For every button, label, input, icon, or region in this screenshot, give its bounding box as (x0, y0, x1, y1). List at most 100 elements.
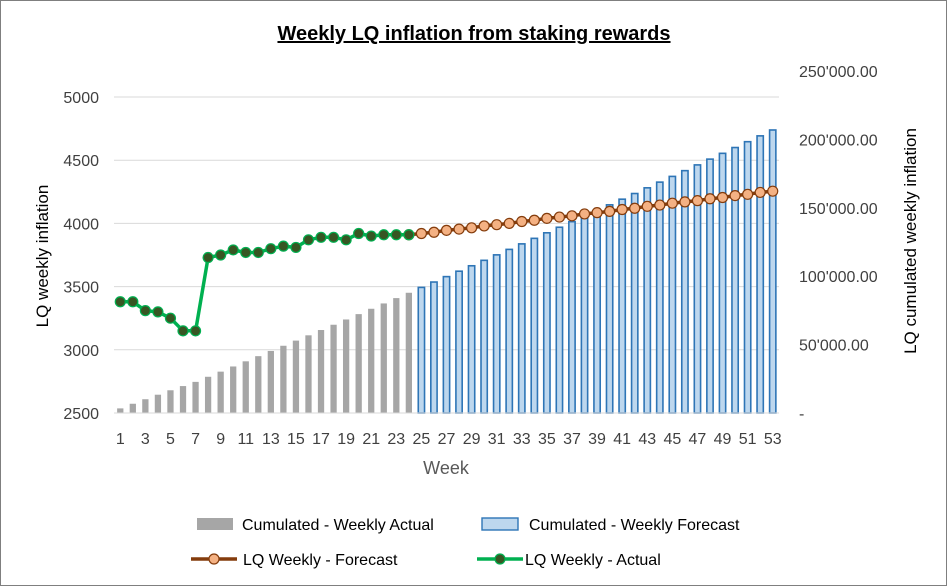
point-weekly-forecast (566, 210, 578, 222)
bar-cumulated-forecast (643, 187, 652, 414)
bar-cumulated-forecast (605, 204, 614, 414)
point-weekly-actual (227, 244, 239, 256)
bar-cumulated-actual (368, 308, 375, 413)
bar-cumulated-actual (405, 292, 412, 413)
y-right-tick-label: 200'000.00 (799, 132, 878, 149)
x-tick-label: 53 (764, 431, 782, 448)
line-weekly-actual (120, 231, 409, 333)
bar-cumulated-actual (317, 330, 325, 413)
point-weekly-forecast (465, 222, 478, 234)
x-tick-label: 25 (413, 431, 431, 448)
legend-marker-weekly-forecast (208, 553, 220, 565)
bar-cumulated-forecast (467, 264, 476, 414)
x-tick-label: 39 (588, 431, 606, 448)
point-weekly-actual (139, 305, 151, 317)
x-tick-label: 21 (362, 431, 380, 448)
bar-series-layer (117, 129, 777, 414)
legend-item-weekly-forecast: LQ Weekly - Forecast (191, 552, 398, 569)
legend-label-cumulated-actual: Cumulated - Weekly Actual (242, 517, 434, 534)
legend: Cumulated - Weekly Actual Cumulated - We… (191, 517, 740, 569)
legend-item-weekly-actual: LQ Weekly - Actual (477, 552, 661, 569)
x-tick-label: 5 (166, 431, 175, 448)
point-weekly-forecast (691, 195, 704, 207)
x-tick-label: 13 (262, 431, 280, 448)
bar-cumulated-forecast (430, 281, 438, 414)
point-weekly-actual (189, 325, 202, 337)
point-weekly-actual (127, 296, 139, 308)
bar-cumulated-forecast (756, 135, 765, 414)
legend-swatch-cumulated-actual (197, 518, 233, 530)
point-weekly-actual (340, 234, 352, 246)
x-tick-label: 19 (337, 431, 355, 448)
bar-cumulated-forecast (743, 140, 752, 414)
y-left-tick-label: 3500 (63, 280, 99, 297)
bar-cumulated-actual (179, 386, 187, 413)
point-weekly-actual (215, 249, 227, 261)
bar-cumulated-forecast (505, 248, 514, 414)
bar-cumulated-actual (230, 366, 237, 413)
point-weekly-forecast (616, 203, 628, 216)
y-left-tick-label: 2500 (63, 406, 99, 423)
point-weekly-actual (164, 312, 177, 324)
bar-cumulated-forecast (492, 254, 501, 414)
bar-cumulated-forecast (655, 181, 664, 414)
y-left-tick-label: 5000 (63, 90, 99, 107)
point-weekly-forecast (503, 217, 515, 229)
x-tick-label: 3 (141, 431, 150, 448)
bar-cumulated-actual (292, 340, 300, 413)
point-weekly-forecast (742, 188, 754, 200)
point-weekly-actual (152, 306, 164, 318)
bar-cumulated-forecast (593, 209, 602, 414)
point-weekly-actual (265, 243, 277, 255)
y-left-tick-label: 3000 (63, 343, 99, 360)
bar-cumulated-forecast (580, 215, 589, 414)
bar-cumulated-actual (204, 376, 212, 413)
bar-cumulated-actual (280, 345, 287, 413)
point-weekly-actual (290, 241, 302, 254)
y-right-tick-label: 50'000.00 (799, 338, 869, 355)
x-axis-title: Week (423, 458, 470, 478)
point-weekly-forecast (704, 193, 716, 205)
bar-cumulated-forecast (517, 243, 526, 414)
x-tick-label: 49 (714, 431, 732, 448)
x-tick-label: 31 (488, 431, 506, 448)
point-weekly-forecast (591, 207, 603, 219)
point-weekly-forecast (578, 208, 591, 220)
point-weekly-forecast (491, 219, 503, 231)
bar-cumulated-forecast (417, 286, 426, 414)
line-series-layer (114, 185, 779, 337)
bar-cumulated-actual (217, 371, 224, 413)
point-weekly-forecast (604, 205, 616, 217)
x-tick-label: 33 (513, 431, 531, 448)
bar-cumulated-actual (154, 394, 162, 413)
point-weekly-forecast (478, 220, 490, 232)
point-weekly-forecast (767, 185, 779, 197)
point-weekly-actual (390, 229, 402, 241)
y-right-tick-label: - (799, 406, 804, 423)
point-weekly-forecast (654, 199, 666, 211)
legend-label-weekly-forecast: LQ Weekly - Forecast (243, 552, 398, 569)
bar-cumulated-forecast (530, 237, 539, 414)
point-weekly-forecast (440, 224, 453, 236)
bar-cumulated-actual (142, 399, 149, 413)
bar-cumulated-forecast (542, 232, 551, 414)
point-weekly-actual (277, 240, 289, 252)
y-right-tick-label: 150'000.00 (799, 201, 878, 218)
point-weekly-forecast (415, 227, 428, 240)
bar-cumulated-forecast (630, 192, 639, 414)
x-tick-label: 11 (237, 431, 254, 448)
point-weekly-actual (365, 230, 377, 242)
point-weekly-forecast (453, 223, 465, 235)
legend-item-cumulated-forecast: Cumulated - Weekly Forecast (481, 517, 740, 534)
point-weekly-actual (327, 231, 340, 243)
bar-cumulated-actual (242, 361, 249, 413)
bar-cumulated-actual (129, 403, 136, 413)
gridlines (114, 96, 779, 351)
y-axis-right-title: LQ cumulated weekly inflation (901, 128, 920, 354)
x-tick-label: 51 (739, 431, 757, 448)
point-weekly-forecast (716, 191, 729, 204)
bar-cumulated-forecast (455, 270, 463, 414)
bar-cumulated-actual (380, 303, 387, 413)
x-tick-label: 7 (191, 431, 200, 448)
